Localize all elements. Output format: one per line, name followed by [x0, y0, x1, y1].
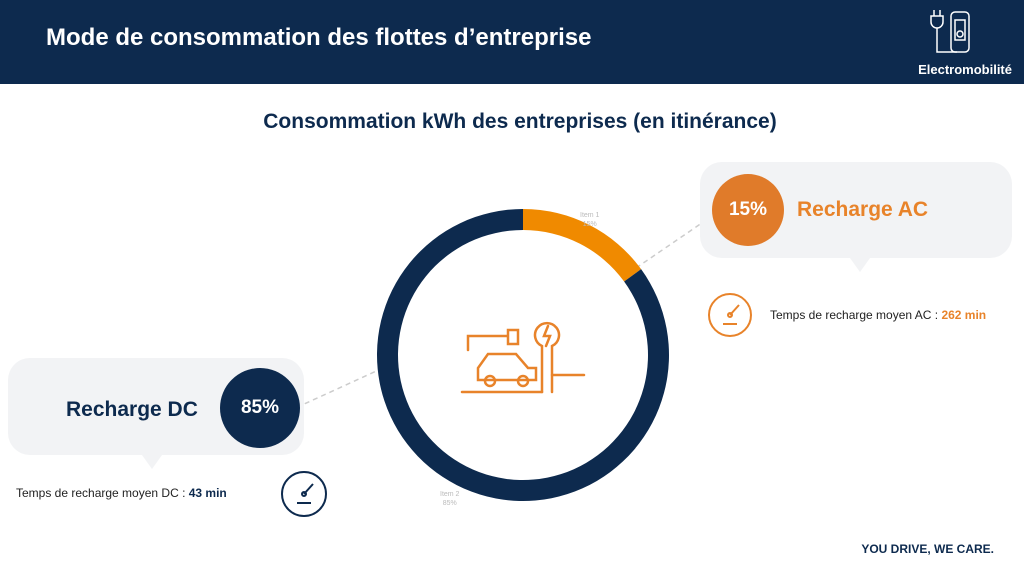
slice-value: 15%	[582, 221, 597, 228]
gauge-icon	[281, 471, 327, 517]
tagline: YOU DRIVE, WE CARE.	[861, 542, 994, 556]
gauge-icon	[708, 293, 752, 337]
donut-slice-item-1	[523, 209, 642, 282]
dc-callout-pointer	[142, 455, 162, 469]
slice-label-item-2: Item 2 85%	[440, 490, 459, 508]
slice-name: Item 2	[440, 491, 460, 498]
chart-title: Consommation kWh des entreprises (en iti…	[263, 110, 777, 133]
ac-percent-badge: 15%	[712, 174, 784, 246]
ac-time-value: 262 min	[941, 308, 987, 322]
ac-label: Recharge AC	[797, 198, 929, 221]
slice-name: Item 1	[580, 212, 600, 219]
ac-connector	[635, 213, 716, 269]
ac-time: Temps de recharge moyen AC : 262 min	[770, 308, 986, 322]
slice-label-item-1: Item 1 15%	[580, 211, 599, 229]
page-title: Mode de consommation des flottes d’entre…	[46, 24, 592, 51]
slice-value: 85%	[442, 500, 457, 507]
dc-percent-badge: 85%	[220, 368, 300, 448]
ac-time-label: Temps de recharge moyen AC :	[770, 308, 939, 322]
charging-station-icon	[930, 10, 970, 53]
electric-car-charging-icon	[460, 321, 586, 394]
dc-connector	[301, 367, 384, 406]
header-bar: Mode de consommation des flottes d’entre…	[0, 0, 1024, 84]
dc-time: Temps de recharge moyen DC : 43 min	[16, 486, 227, 500]
brand-label: Electromobilité	[918, 62, 1012, 77]
dc-time-value: 43 min	[188, 486, 227, 500]
dc-time-label: Temps de recharge moyen DC :	[16, 486, 186, 500]
dc-label: Recharge DC	[66, 398, 198, 421]
ac-callout-pointer	[850, 258, 870, 272]
